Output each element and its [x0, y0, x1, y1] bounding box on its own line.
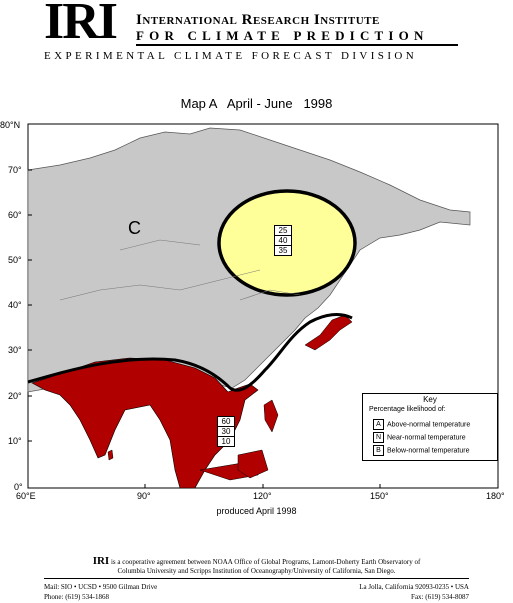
- header: IRI International Research Institute FOR…: [0, 0, 513, 70]
- forecast-map: 80°N 70° 60° 50° 40° 30° 20° 10° 0° 60°E…: [0, 120, 505, 501]
- prob-near: 40: [275, 235, 291, 245]
- footer-phone: Phone: (619) 534-1868: [44, 593, 109, 601]
- borneo-island: [237, 449, 269, 479]
- probability-box-north: 25 40 35: [274, 225, 292, 256]
- philippines-island: [263, 399, 279, 433]
- lon-label: 60°E: [16, 491, 36, 501]
- footer-address: La Jolla, California 92093-0235 • USA: [359, 583, 469, 591]
- lat-label: 50°: [8, 255, 22, 265]
- prob-below: 35: [275, 245, 291, 255]
- prob-above: 25: [278, 226, 288, 235]
- lat-label: 80°N: [0, 120, 20, 130]
- footer-credit: IRI is a cooperative agreement between N…: [0, 555, 513, 576]
- lat-label: 20°: [8, 391, 22, 401]
- prob-above: 60: [221, 417, 231, 426]
- map-title: Map A April - June 1998: [180, 96, 333, 111]
- key-subtitle: Percentage likelihood of:: [369, 406, 446, 413]
- footer-line1: is a cooperative agreement between NOAA …: [110, 558, 421, 566]
- footer-fax: Fax: (619) 534-8087: [411, 593, 469, 601]
- above-normal-region: [31, 357, 259, 489]
- lat-label: 30°: [8, 345, 22, 355]
- prob-near: 30: [218, 426, 234, 436]
- org-name: International Research Institute: [136, 12, 380, 28]
- key-title: Key: [423, 395, 437, 404]
- footer-rule: [44, 578, 469, 579]
- graticule-ticks: [28, 169, 381, 488]
- prob-below: 10: [218, 436, 234, 446]
- lon-label: 180°: [486, 491, 505, 501]
- probability-box-south: 60 30 10: [217, 416, 235, 447]
- footer-line2: Columbia University and Scripps Institut…: [117, 567, 396, 575]
- key-row-above: A Above-normal temperature: [373, 419, 470, 430]
- iri-logo: IRI: [44, 0, 118, 50]
- lat-label: 60°: [8, 210, 22, 220]
- division-name: EXPERIMENTAL CLIMATE FORECAST DIVISION: [44, 50, 418, 62]
- header-rule: [136, 44, 458, 46]
- produced-date: produced April 1998: [216, 506, 297, 516]
- lat-label: 0°: [14, 482, 23, 492]
- sri-lanka-island: [107, 449, 114, 461]
- key-row-below: B Below-normal temperature: [373, 445, 469, 456]
- lon-label: 150°: [370, 491, 389, 501]
- japan-island: [304, 314, 353, 351]
- lon-label: 90°: [137, 491, 151, 501]
- lon-label: 120°: [253, 491, 272, 501]
- map-key: Key Percentage likelihood of: A Above-nor…: [362, 393, 498, 461]
- region-c-label: C: [128, 218, 141, 238]
- lat-label: 10°: [8, 436, 22, 446]
- org-subtitle: FOR CLIMATE PREDICTION: [136, 28, 429, 43]
- footer-logo: IRI: [92, 555, 110, 567]
- key-row-near: N Near-normal temperature: [373, 432, 466, 443]
- forecast-boundary-line: [27, 313, 353, 392]
- country-borders: [59, 239, 301, 301]
- lat-label: 40°: [8, 300, 22, 310]
- footer-mail: Mail: SIO • UCSD • 9500 Gilman Drive: [44, 583, 158, 591]
- lat-label: 70°: [8, 165, 22, 175]
